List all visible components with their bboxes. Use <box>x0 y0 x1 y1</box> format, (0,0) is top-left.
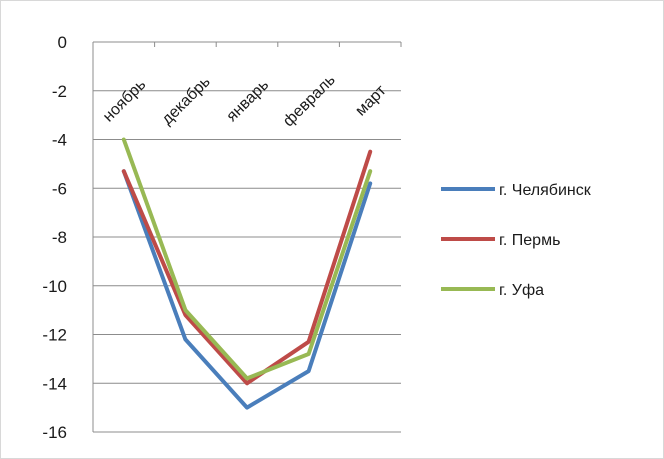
x-category-label: декабрь <box>159 73 214 128</box>
y-tick-label: -14 <box>42 374 67 393</box>
x-category-label: февраль <box>280 71 339 130</box>
legend-label: г. Уфа <box>499 282 544 299</box>
x-category-label: ноябрь <box>100 76 149 125</box>
y-tick-label: 0 <box>58 33 67 52</box>
series-line <box>121 137 373 381</box>
y-tick-label: -12 <box>42 326 67 345</box>
legend-label: г. Челябинск <box>499 182 592 199</box>
x-axis-categories: ноябрь декабрь январь февраль март <box>100 71 390 130</box>
series-line <box>121 149 373 386</box>
legend: г. Челябинск г. Пермь г. Уфа <box>441 182 592 299</box>
y-tick-label: -8 <box>52 228 67 247</box>
x-category-label: январь <box>223 76 272 125</box>
y-tick-label: -10 <box>42 277 67 296</box>
legend-label: г. Пермь <box>499 232 560 249</box>
series-lines <box>121 137 373 410</box>
series-line <box>121 169 373 410</box>
x-category-label: март <box>352 82 390 120</box>
y-tick-label: -4 <box>52 131 67 150</box>
gridlines <box>92 41 402 433</box>
y-tick-label: -6 <box>52 179 67 198</box>
y-tick-label: -2 <box>52 82 67 101</box>
y-tick-label: -16 <box>42 423 67 442</box>
y-axis-ticks: 0 -2 -4 -6 -8 -10 -12 -14 -16 <box>42 33 67 442</box>
